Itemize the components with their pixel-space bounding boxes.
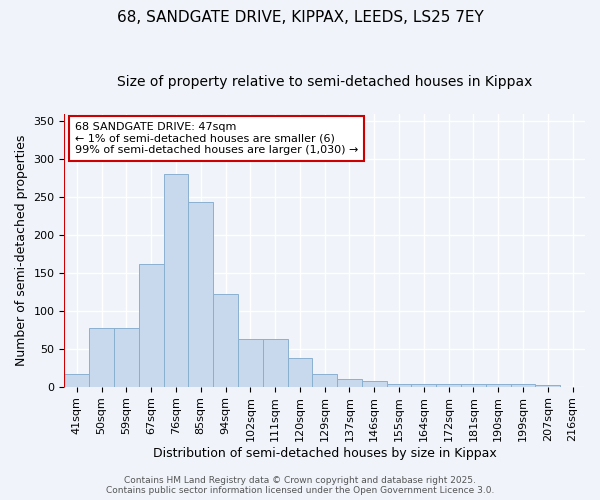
Bar: [511, 384, 535, 386]
Bar: [139, 264, 164, 386]
Bar: [461, 384, 486, 386]
Text: Contains HM Land Registry data © Crown copyright and database right 2025.
Contai: Contains HM Land Registry data © Crown c…: [106, 476, 494, 495]
Bar: [412, 384, 436, 386]
Bar: [362, 380, 386, 386]
Text: 68, SANDGATE DRIVE, KIPPAX, LEEDS, LS25 7EY: 68, SANDGATE DRIVE, KIPPAX, LEEDS, LS25 …: [116, 10, 484, 25]
Bar: [337, 379, 362, 386]
Bar: [188, 202, 213, 386]
Bar: [287, 358, 313, 386]
Y-axis label: Number of semi-detached properties: Number of semi-detached properties: [15, 134, 28, 366]
Bar: [486, 384, 511, 386]
Bar: [263, 339, 287, 386]
Text: 68 SANDGATE DRIVE: 47sqm
← 1% of semi-detached houses are smaller (6)
99% of sem: 68 SANDGATE DRIVE: 47sqm ← 1% of semi-de…: [75, 122, 358, 155]
Bar: [64, 374, 89, 386]
Bar: [164, 174, 188, 386]
Bar: [114, 328, 139, 386]
Bar: [386, 384, 412, 386]
Bar: [313, 374, 337, 386]
Bar: [436, 384, 461, 386]
Title: Size of property relative to semi-detached houses in Kippax: Size of property relative to semi-detach…: [117, 75, 532, 89]
Bar: [213, 294, 238, 386]
Bar: [238, 339, 263, 386]
Bar: [535, 385, 560, 386]
Bar: [89, 328, 114, 386]
X-axis label: Distribution of semi-detached houses by size in Kippax: Distribution of semi-detached houses by …: [153, 447, 497, 460]
